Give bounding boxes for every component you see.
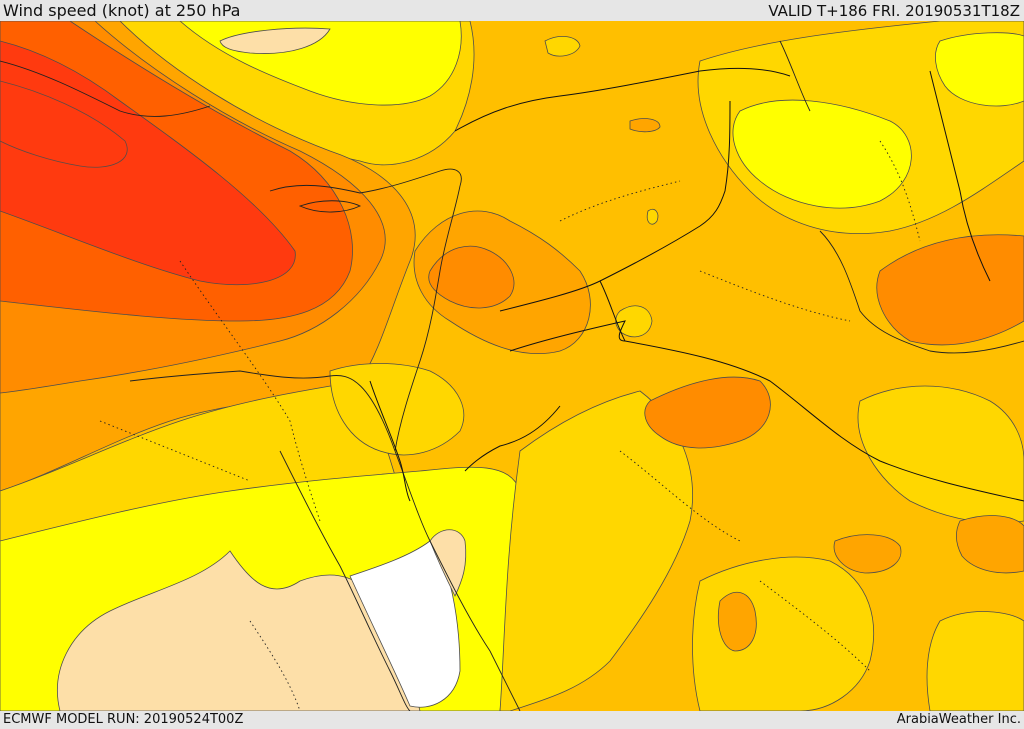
coast-gulf (819, 230, 1024, 354)
map-title: Wind speed (knot) at 250 hPa (3, 1, 241, 20)
contour-arabia-orange (718, 591, 757, 652)
contour-blob-2 (646, 208, 659, 225)
contour-se-orange (956, 515, 1024, 574)
dotted-5 (619, 450, 741, 542)
contour-blob-4 (544, 36, 581, 57)
political-borders (369, 68, 1024, 502)
wind-speed-map (0, 21, 1024, 711)
coast-cyprus (298, 200, 362, 213)
contour-ne-yellow (732, 99, 912, 209)
contour-blob-3 (629, 118, 661, 133)
border-iran-iraq (929, 70, 991, 282)
credit-label: ArabiaWeather Inc. (896, 712, 1021, 727)
coast-levant (394, 185, 461, 452)
contour-se-orange-2 (833, 534, 902, 574)
contour-south-white (349, 540, 461, 708)
dotted-3 (559, 180, 681, 222)
contour-arabia-gold-2 (692, 556, 874, 711)
coast-red-sea-east (394, 450, 521, 711)
contour-levant-dark (428, 245, 515, 309)
contour-arabia-gold (499, 390, 693, 711)
contour-jet-core (0, 40, 296, 286)
coast-red-sea-west (279, 450, 411, 711)
valid-time: VALID T+186 FRI. 20190531T18Z (768, 2, 1020, 20)
dotted-8 (879, 140, 921, 242)
footer-bar: ECMWF MODEL RUN: 20190524T00Z ArabiaWeat… (0, 711, 1024, 729)
contour-blob-1 (615, 305, 653, 338)
border-syria-iraq (599, 100, 731, 282)
contour-north-pale (219, 27, 331, 54)
border-turkey-syria (454, 68, 791, 132)
coast-turkey-south (269, 168, 462, 194)
internal-borders (99, 140, 921, 711)
dotted-2 (99, 420, 251, 482)
border-jordan-saudi (499, 280, 626, 342)
contour-ne-yellow-2 (935, 32, 1024, 107)
border-egypt-sudan (369, 380, 411, 502)
contour-se-gold (926, 611, 1024, 711)
dotted-4 (699, 270, 851, 322)
coast-egypt-north (129, 370, 396, 452)
border-iraq-saudi (624, 340, 1024, 502)
header-bar: Wind speed (knot) at 250 hPa VALID T+186… (0, 0, 1024, 21)
contour-jet-core-2 (0, 80, 128, 168)
coast-black-sea (0, 60, 211, 117)
contour-south-pale-2 (429, 529, 467, 597)
coastlines (0, 40, 1024, 711)
coast-caspian (779, 40, 811, 112)
contour-sinai-gold (329, 363, 464, 456)
border-saudi-jordan-south (509, 320, 626, 352)
contour-east-dark-2 (644, 376, 771, 449)
model-run-label: ECMWF MODEL RUN: 20190524T00Z (3, 712, 244, 727)
border-saudi-north (464, 405, 561, 472)
contour-east-dark (876, 234, 1024, 346)
